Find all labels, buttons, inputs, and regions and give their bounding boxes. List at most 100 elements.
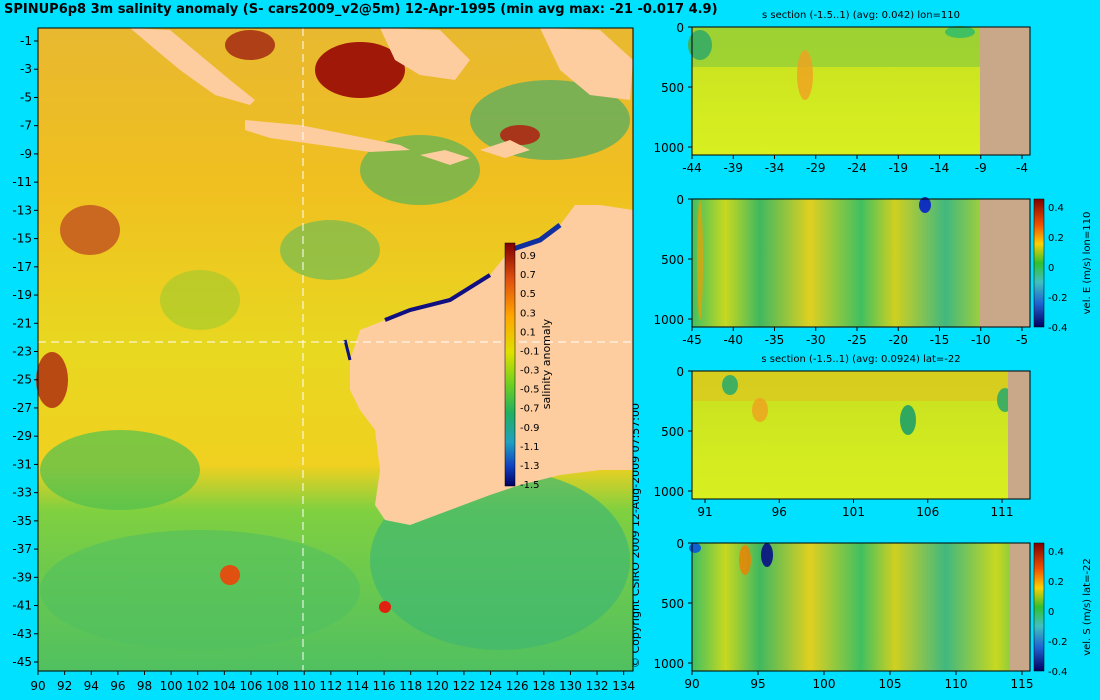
colorbar-tick-label: -0.1 xyxy=(520,346,540,357)
lat-tick-label: -27 xyxy=(12,401,32,415)
section-x-tick-label: -25 xyxy=(847,333,867,347)
section-x-tick-label: -29 xyxy=(806,161,826,175)
section-x-tick-label: 90 xyxy=(684,677,699,691)
lon-tick-label: 134 xyxy=(612,679,635,693)
lon-tick-label: 120 xyxy=(426,679,449,693)
lat-tick-label: -13 xyxy=(12,203,32,217)
lon-tick-label: 114 xyxy=(346,679,369,693)
section-panel-3 xyxy=(691,370,1031,500)
section-panel-4 xyxy=(689,542,1031,672)
lon-tick-label: 100 xyxy=(160,679,183,693)
salinity-colorbar xyxy=(504,242,516,487)
section-x-tick-label: -45 xyxy=(682,333,702,347)
colorbar-tick-label: -0.3 xyxy=(520,366,540,377)
vel-colorbar-tick-label: 0.4 xyxy=(1048,547,1064,558)
depth-tick-label: 500 xyxy=(661,81,684,95)
section-x-tick-label: 115 xyxy=(1011,677,1034,691)
section-x-tick-label: 110 xyxy=(945,677,968,691)
lon-tick-label: 104 xyxy=(213,679,236,693)
section-x-tick-label: 105 xyxy=(879,677,902,691)
lat-tick-label: -5 xyxy=(20,90,32,104)
section-x-tick-label: -10 xyxy=(971,333,991,347)
lat-tick-label: -11 xyxy=(12,175,32,189)
section-x-tick-label: -14 xyxy=(930,161,950,175)
section-x-tick-label: -39 xyxy=(723,161,743,175)
section-axes: s section (-1.5..1) (avg: 0.042) lon=110… xyxy=(653,10,1093,691)
lat-tick-label: -29 xyxy=(12,429,32,443)
colorbar-tick-label: -0.7 xyxy=(520,404,540,415)
section-x-tick-label: 101 xyxy=(842,505,865,519)
lon-tick-label: 106 xyxy=(240,679,263,693)
colorbar-tick-label: -1.1 xyxy=(520,442,540,453)
lat-tick-label: -43 xyxy=(12,627,32,641)
vel-e-colorbar xyxy=(1033,198,1045,328)
vel-colorbar-tick-label: -0.2 xyxy=(1048,293,1068,304)
lat-tick-label: -33 xyxy=(12,486,32,500)
section-panel-2 xyxy=(691,197,1031,328)
vel-colorbar-tick-label: 0 xyxy=(1048,607,1054,618)
lat-tick-label: -15 xyxy=(12,232,32,246)
colorbar-tick-label: -1.3 xyxy=(520,461,540,472)
lat-tick-label: -9 xyxy=(20,147,32,161)
section-x-tick-label: -19 xyxy=(888,161,908,175)
lon-tick-label: 116 xyxy=(373,679,396,693)
lat-tick-label: -41 xyxy=(12,599,32,613)
vel-s-colorbar xyxy=(1033,542,1045,672)
colorbar-tick-label: 0.7 xyxy=(520,270,536,281)
section-x-tick-label: -4 xyxy=(1016,161,1028,175)
lat-tick-label: -23 xyxy=(12,345,32,359)
lat-tick-label: -17 xyxy=(12,260,32,274)
section-title: s section (-1.5..1) (avg: 0.042) lon=110 xyxy=(762,10,960,21)
lat-tick-label: -3 xyxy=(20,62,32,76)
section-x-tick-label: -9 xyxy=(975,161,987,175)
lon-tick-label: 132 xyxy=(586,679,609,693)
section-x-tick-label: -35 xyxy=(765,333,785,347)
depth-tick-label: 1000 xyxy=(653,313,684,327)
depth-tick-label: 500 xyxy=(661,425,684,439)
section-x-tick-label: 91 xyxy=(697,505,712,519)
lon-tick-label: 122 xyxy=(452,679,475,693)
lon-tick-label: 90 xyxy=(30,679,45,693)
colorbar-tick-label: 0.3 xyxy=(520,308,536,319)
depth-tick-label: 1000 xyxy=(653,485,684,499)
depth-tick-label: 0 xyxy=(676,21,684,35)
salinity-map xyxy=(36,27,634,672)
vel-colorbar-tick-label: -0.4 xyxy=(1048,323,1068,334)
colorbar-label: salinity anomaly xyxy=(540,318,553,409)
depth-tick-label: 500 xyxy=(661,253,684,267)
lon-tick-label: 98 xyxy=(137,679,152,693)
colorbar-tick-label: -1.5 xyxy=(520,480,540,491)
vel-colorbar-tick-label: 0.4 xyxy=(1048,203,1064,214)
vel-colorbar-label: vel. E (m/s) lon=110 xyxy=(1082,212,1093,315)
section-x-tick-label: -34 xyxy=(765,161,785,175)
section-x-tick-label: -30 xyxy=(806,333,826,347)
section-x-tick-label: -24 xyxy=(847,161,867,175)
lat-tick-label: -31 xyxy=(12,457,32,471)
lon-tick-label: 128 xyxy=(532,679,555,693)
section-x-tick-label: 96 xyxy=(772,505,787,519)
section-x-tick-label: -5 xyxy=(1016,333,1028,347)
section-x-tick-label: -20 xyxy=(888,333,908,347)
lon-tick-label: 102 xyxy=(186,679,209,693)
lat-tick-label: -45 xyxy=(12,655,32,669)
lon-tick-label: 118 xyxy=(399,679,422,693)
lon-tick-label: 110 xyxy=(293,679,316,693)
lon-tick-label: 94 xyxy=(84,679,99,693)
map-axes: 90 92 94 96 98 100 102 104 106 108 110 112 114 116 118… xyxy=(12,34,635,693)
depth-tick-label: 0 xyxy=(676,365,684,379)
vel-colorbar-tick-label: -0.2 xyxy=(1048,637,1068,648)
section-x-tick-label: 95 xyxy=(750,677,765,691)
lat-tick-label: -21 xyxy=(12,316,32,330)
lon-tick-label: 92 xyxy=(57,679,72,693)
lat-tick-label: -25 xyxy=(12,373,32,387)
lon-tick-label: 124 xyxy=(479,679,502,693)
vel-colorbar-tick-label: -0.4 xyxy=(1048,667,1068,678)
vel-colorbar-tick-label: 0.2 xyxy=(1048,233,1064,244)
depth-tick-label: 500 xyxy=(661,597,684,611)
section-x-tick-label: -40 xyxy=(723,333,743,347)
colorbar-tick-label: 0.9 xyxy=(520,251,536,262)
depth-tick-label: 1000 xyxy=(653,141,684,155)
section-x-tick-label: -15 xyxy=(930,333,950,347)
section-x-tick-label: 100 xyxy=(813,677,836,691)
